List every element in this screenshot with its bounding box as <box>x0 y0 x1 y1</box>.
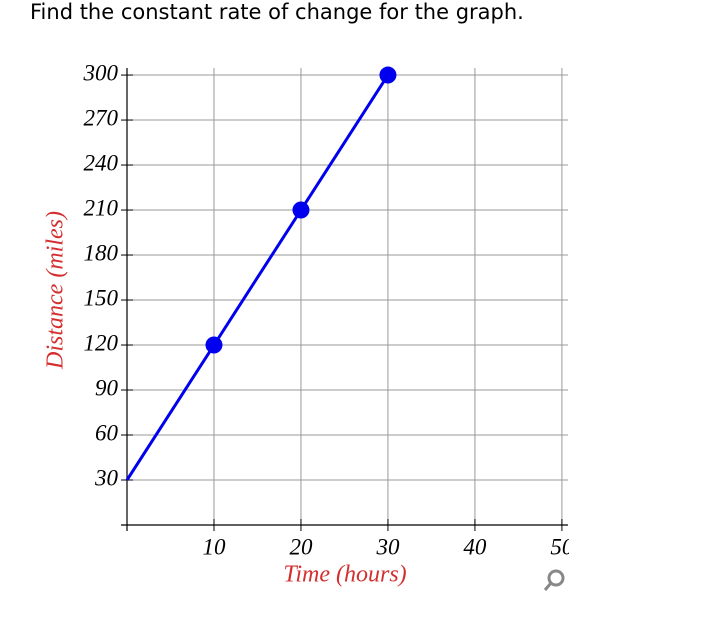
x-tick-label: 20 <box>289 534 313 559</box>
point <box>205 336 223 354</box>
y-tick-label: 180 <box>84 240 119 265</box>
plot: 30 60 90 120 150 180 210 240 270 300 10 20 30 40 50 <box>83 60 574 559</box>
question: Find the constant rate of change for the… <box>30 0 524 24</box>
y-tick-label: 30 <box>94 465 119 490</box>
y-tick-label: 90 <box>95 375 119 400</box>
point <box>379 66 397 84</box>
clip-group: 10 20 30 40 50 <box>202 534 574 559</box>
y-tick-label: 300 <box>83 60 119 85</box>
line <box>125 74 390 481</box>
point <box>292 201 310 219</box>
x-tick-label: 30 <box>375 534 400 559</box>
y-tick-label: 210 <box>84 195 119 220</box>
y-tick-label: 150 <box>84 285 119 310</box>
search-icon[interactable] <box>543 569 565 591</box>
x-tick-label: 50 <box>550 534 574 559</box>
x-tick-label: 10 <box>202 534 226 559</box>
x-tick-label: 40 <box>463 534 487 559</box>
y-tick-label: 120 <box>84 330 119 355</box>
y-tick-label: 270 <box>84 105 119 130</box>
x-axis-title: Time (hours) <box>283 562 406 588</box>
y-axis-title: Distance (miles) <box>43 211 69 370</box>
y-tick-label: 60 <box>95 420 119 445</box>
y-tick-label: 240 <box>84 150 119 175</box>
